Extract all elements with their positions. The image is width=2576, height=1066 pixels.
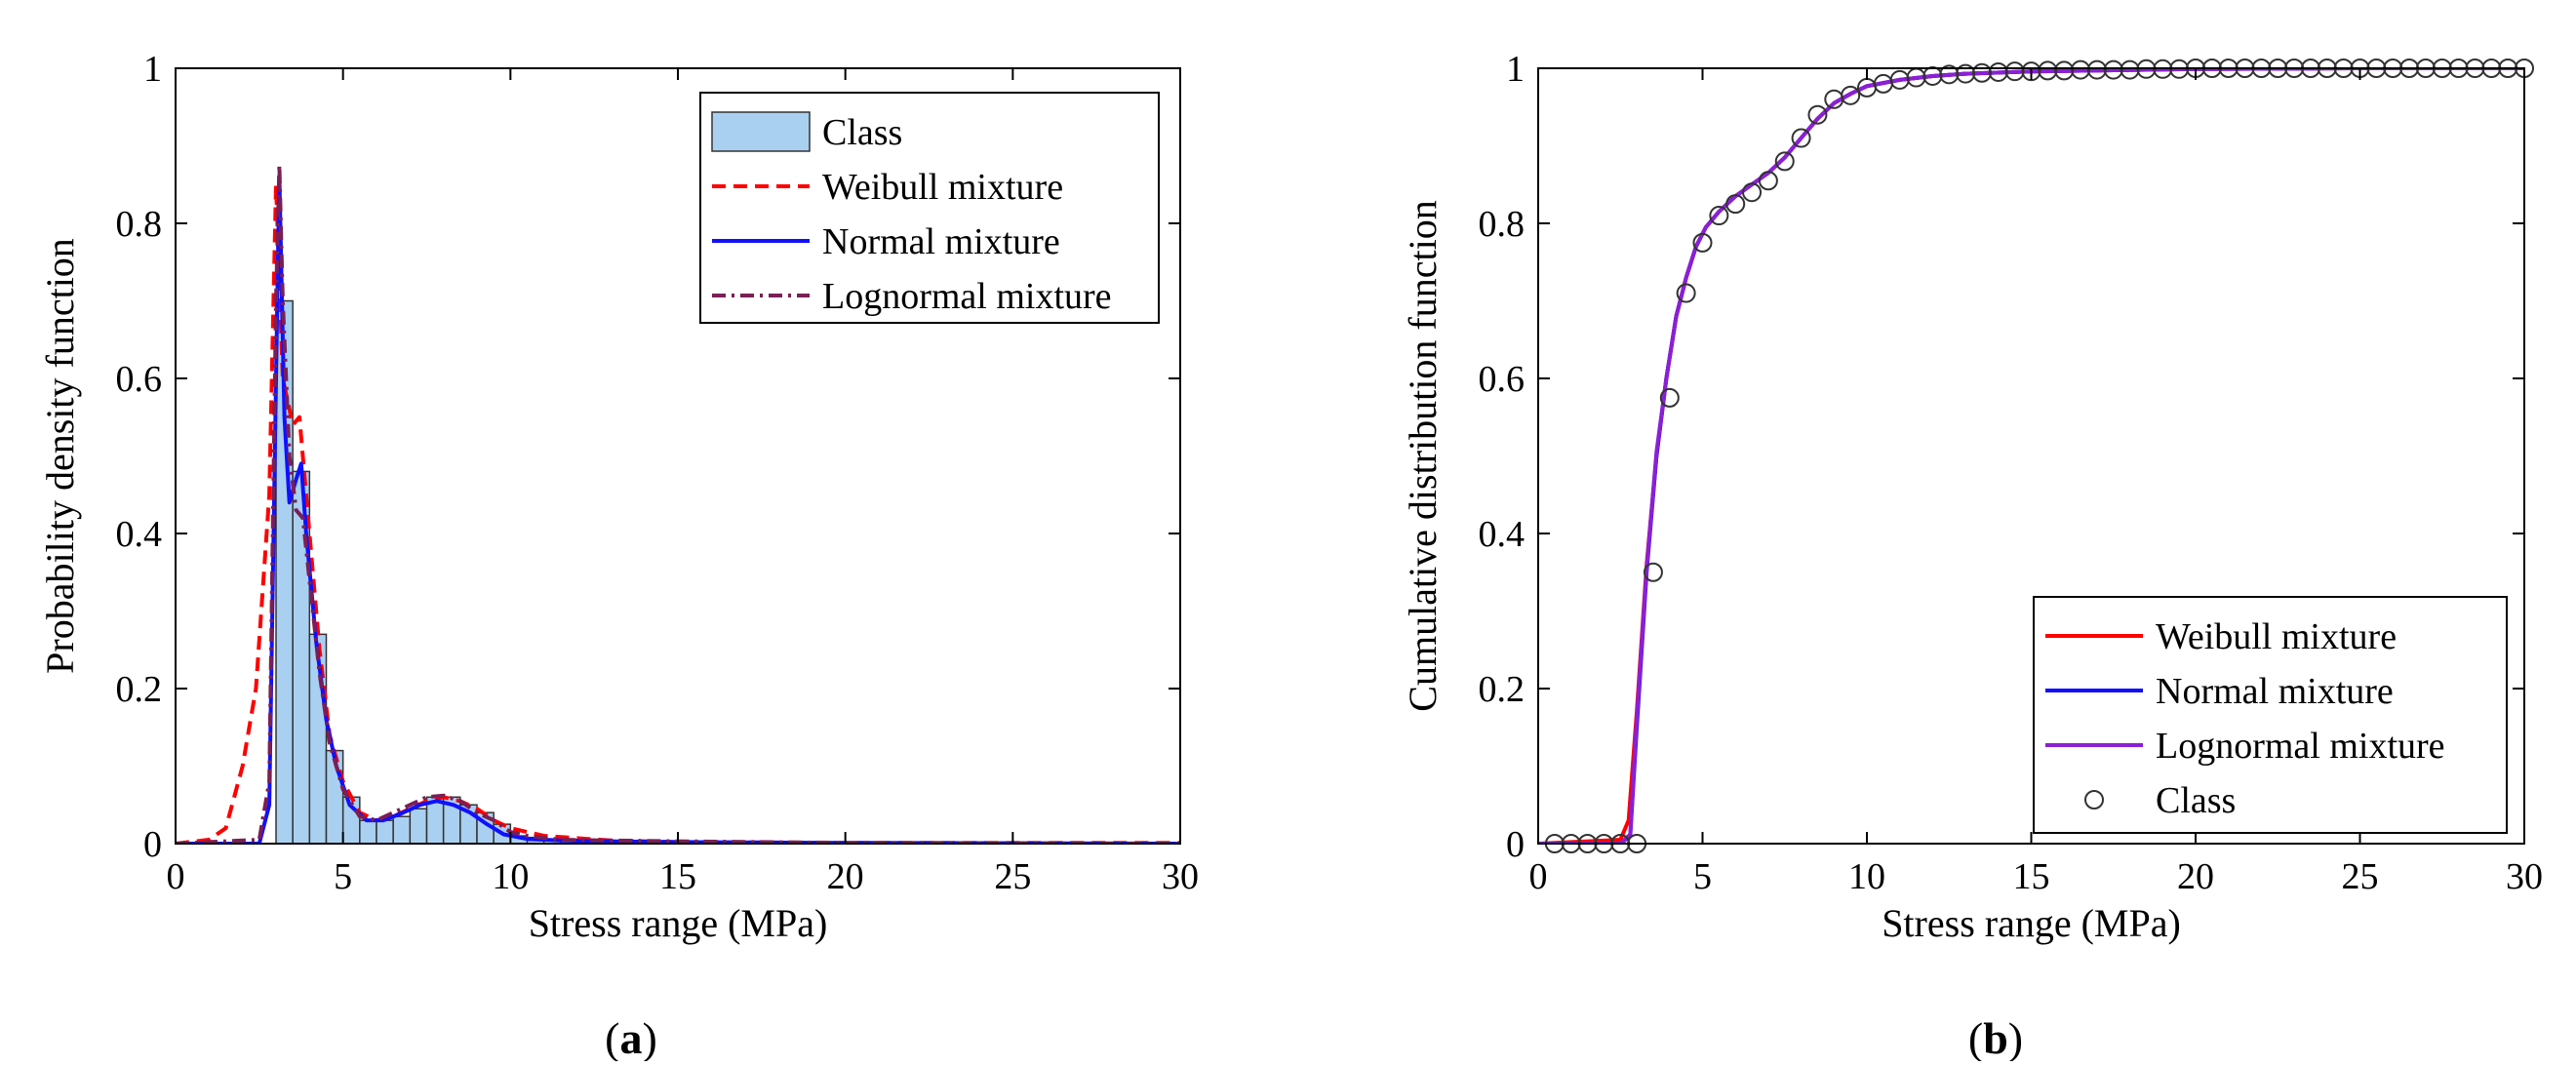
chart-a-ticks: 0 5 10 15 20 25 30 0 0.2 0.4 0.6 0.8 1 — [116, 49, 1200, 897]
histogram-bar — [409, 808, 428, 844]
class-marker — [1988, 61, 2008, 82]
legend-swatch-class — [711, 111, 811, 152]
class-marker — [1922, 65, 1943, 86]
y-tick-label: 0.4 — [116, 514, 163, 555]
panel-label-b: (b) — [1968, 1013, 2023, 1061]
legend-swatch-class — [2084, 790, 2104, 809]
class-marker — [1971, 62, 1992, 83]
x-tick-label: 25 — [2342, 856, 2379, 897]
class-marker — [1807, 104, 1828, 125]
y-tick-label: 0.6 — [1479, 359, 1526, 400]
x-tick-label: 25 — [994, 856, 1031, 897]
class-marker — [2021, 61, 2041, 82]
histogram-bar — [359, 819, 377, 844]
y-tick-label: 1 — [143, 49, 162, 90]
class-marker — [2103, 59, 2123, 80]
legend-label: Class — [822, 112, 902, 153]
legend-label: Lognormal mixture — [2156, 726, 2445, 767]
chart-a-y-axis-title: Probability density function — [38, 238, 82, 674]
panel-label-a: (a) — [605, 1013, 657, 1061]
chart-b-x-axis-title: Stress range (MPa) — [1882, 901, 2181, 945]
y-tick-label: 0.8 — [1479, 204, 1526, 245]
y-tick-label: 0.2 — [1479, 669, 1526, 710]
legend-label: Normal mixture — [2156, 671, 2394, 712]
class-marker — [1725, 194, 1746, 215]
class-marker — [1643, 562, 1663, 582]
legend-label: Weibull mixture — [822, 167, 1063, 208]
x-tick-label: 0 — [1529, 856, 1548, 897]
class-marker — [1956, 63, 1976, 84]
legend-label: Class — [2156, 780, 2236, 821]
class-marker — [2120, 59, 2140, 80]
x-tick-label: 5 — [1693, 856, 1712, 897]
y-tick-label: 0.8 — [116, 204, 163, 245]
x-tick-label: 10 — [492, 856, 529, 897]
chart-b-markers — [1544, 59, 2534, 853]
chart-a-legend: Class Weibull mixture Normal mixture Lognor… — [699, 92, 1160, 324]
x-tick-label: 15 — [659, 856, 696, 897]
histogram-bar — [376, 819, 394, 844]
class-marker — [1939, 64, 1960, 85]
legend-label: Weibull mixture — [2156, 616, 2397, 657]
y-tick-label: 1 — [1506, 49, 1525, 90]
x-tick-label: 15 — [2013, 856, 2050, 897]
y-tick-label: 0 — [1506, 824, 1525, 865]
y-tick-label: 0 — [143, 824, 162, 865]
class-marker — [2071, 59, 2091, 80]
class-marker — [1709, 206, 1729, 226]
x-tick-label: 20 — [827, 856, 864, 897]
x-tick-label: 30 — [2506, 856, 2543, 897]
chart-a-series — [176, 163, 1180, 844]
class-marker — [1774, 151, 1795, 172]
class-marker — [2038, 60, 2058, 81]
chart-a-x-axis-title: Stress range (MPa) — [529, 901, 828, 945]
class-marker — [2054, 60, 2075, 81]
x-tick-label: 10 — [1848, 856, 1885, 897]
class-marker — [1791, 128, 1811, 148]
series-line-lognormal-mixture — [176, 163, 1180, 844]
y-tick-label: 0.2 — [116, 669, 163, 710]
x-tick-label: 5 — [334, 856, 352, 897]
x-tick-label: 30 — [1162, 856, 1199, 897]
histogram-bar — [392, 815, 412, 844]
chart-b-legend: Weibull mixture Normal mixture Lognormal m… — [2033, 596, 2508, 834]
class-marker — [1742, 182, 1763, 203]
x-tick-label: 20 — [2177, 856, 2214, 897]
legend-label: Lognormal mixture — [822, 276, 1112, 317]
legend-label: Normal mixture — [822, 221, 1060, 262]
series-line-normal-mixture — [176, 175, 1180, 844]
class-marker — [1758, 171, 1778, 191]
class-marker — [2004, 61, 2025, 82]
chart-a-histogram — [275, 299, 613, 844]
y-tick-label: 0.4 — [1479, 514, 1526, 555]
class-marker — [1841, 85, 1861, 105]
class-marker — [1692, 232, 1713, 253]
class-marker — [2086, 59, 2107, 80]
x-tick-label: 0 — [167, 856, 185, 897]
chart-b: 0 5 10 15 20 25 30 0 0.2 0.4 0.6 0.8 1 Stress range … — [1401, 49, 2544, 1063]
class-marker — [1659, 387, 1680, 408]
chart-b-ticks: 0 5 10 15 20 25 30 0 0.2 0.4 0.6 0.8 1 — [1479, 49, 2544, 897]
y-tick-label: 0.6 — [116, 359, 163, 400]
chart-b-y-axis-title: Cumulative distribution function — [1401, 200, 1445, 711]
chart-a: 0 5 10 15 20 25 30 0 0.2 0.4 0.6 0.8 1 Stress range … — [38, 49, 1200, 1063]
class-marker — [1676, 283, 1696, 303]
